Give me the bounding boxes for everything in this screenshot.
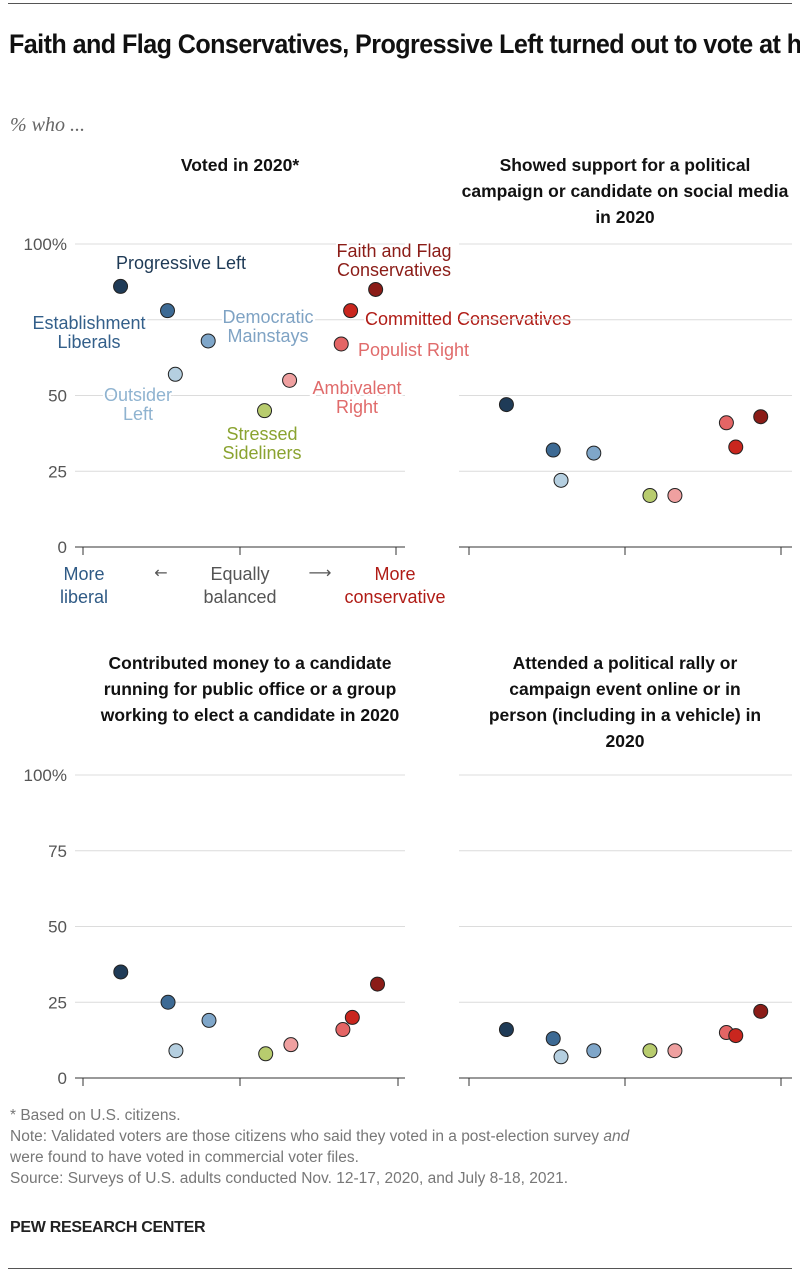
- y-tick-label: 100%: [24, 235, 67, 254]
- panel-title-rally: Attended a political rally or campaign e…: [488, 653, 762, 751]
- note-text: Note: Validated voters are those citizen…: [10, 1128, 604, 1145]
- point-label: Committed Conservatives: [365, 309, 571, 329]
- point-label: Mainstays: [227, 326, 308, 346]
- y-tick-label: 100%: [24, 766, 67, 785]
- data-point: [642, 1043, 658, 1059]
- note-emphasis: and: [603, 1128, 630, 1145]
- point-label: Ambivalent: [312, 378, 401, 398]
- note-line-2: were found to have voted in commercial v…: [10, 1149, 359, 1166]
- data-point: [167, 366, 183, 382]
- point-label: Right: [336, 397, 378, 417]
- data-point: [343, 303, 359, 319]
- data-point: [718, 415, 734, 431]
- x-axis-label-liberal: liberal: [60, 587, 108, 607]
- data-point: [160, 303, 176, 319]
- point-label: Faith and Flag: [336, 241, 451, 261]
- point-label: Progressive Left: [116, 253, 246, 273]
- y-tick-label: 25: [48, 993, 67, 1012]
- data-point: [370, 976, 386, 992]
- y-tick-label: 0: [58, 538, 67, 557]
- data-point: [545, 1031, 561, 1047]
- data-point: [586, 1043, 602, 1059]
- data-point: [113, 964, 129, 980]
- chart-subtitle: % who ...: [10, 114, 85, 136]
- data-point: [283, 1037, 299, 1053]
- x-axis-label-balanced: Equally: [210, 564, 269, 584]
- data-point: [201, 1012, 217, 1028]
- data-point: [258, 1046, 274, 1062]
- x-axis-label-liberal: More: [63, 564, 104, 584]
- data-point: [728, 1028, 744, 1044]
- y-tick-label: 0: [58, 1069, 67, 1088]
- data-point: [200, 333, 216, 349]
- data-point: [368, 281, 384, 297]
- data-point: [553, 1049, 569, 1065]
- point-label: Conservatives: [337, 260, 451, 280]
- bottom-rule: [8, 1268, 792, 1269]
- panel-title-social-media: Showed support for a political campaign …: [461, 155, 789, 227]
- data-point: [642, 487, 658, 503]
- data-point: [282, 372, 298, 388]
- data-point: [667, 1043, 683, 1059]
- point-label: Establishment: [32, 313, 145, 333]
- note-line-1: Note: Validated voters are those citizen…: [10, 1126, 629, 1147]
- x-axis-label-conservative: More: [374, 564, 415, 584]
- point-label: Liberals: [57, 332, 120, 352]
- top-rule: [8, 3, 792, 4]
- y-tick-label: 50: [48, 387, 67, 406]
- y-tick-label: 50: [48, 918, 67, 937]
- data-point: [168, 1043, 184, 1059]
- data-point: [113, 278, 129, 294]
- x-axis-label-balanced: balanced: [203, 587, 276, 607]
- y-tick-label: 25: [48, 462, 67, 481]
- point-label: Sideliners: [222, 443, 301, 463]
- data-point: [545, 442, 561, 458]
- data-point: [553, 472, 569, 488]
- data-point: [498, 397, 514, 413]
- chart-title: Faith and Flag Conservatives, Progressiv…: [9, 29, 800, 59]
- right-arrow-icon: ⟶: [309, 563, 332, 582]
- data-point: [728, 439, 744, 455]
- source-note: Source: Surveys of U.S. adults conducted…: [10, 1170, 569, 1187]
- point-label: Stressed: [226, 424, 297, 444]
- x-axis-label-conservative: conservative: [344, 587, 445, 607]
- point-label: Left: [123, 404, 153, 424]
- data-point: [667, 487, 683, 503]
- data-point: [753, 409, 769, 425]
- data-point: [586, 445, 602, 461]
- point-label: Outsider: [104, 385, 172, 405]
- panel-title-voted: Voted in 2020*: [180, 155, 300, 175]
- data-point: [498, 1022, 514, 1038]
- point-label: Democratic: [222, 307, 313, 327]
- footnote: * Based on U.S. citizens.: [10, 1107, 181, 1124]
- brand-logo-text: PEW RESEARCH CENTER: [10, 1219, 206, 1236]
- data-point: [160, 994, 176, 1010]
- data-point: [753, 1003, 769, 1019]
- point-label: Populist Right: [358, 340, 469, 360]
- data-point: [344, 1009, 360, 1025]
- data-point: [335, 1022, 351, 1038]
- y-tick-label: 75: [48, 842, 67, 861]
- footer-notes: * Based on U.S. citizens. Note: Validate…: [10, 1105, 629, 1189]
- data-point: [257, 403, 273, 419]
- left-arrow-icon: ←: [154, 563, 167, 582]
- panel-title-contributed: Contributed money to a candidate running…: [100, 653, 400, 725]
- data-point: [333, 336, 349, 352]
